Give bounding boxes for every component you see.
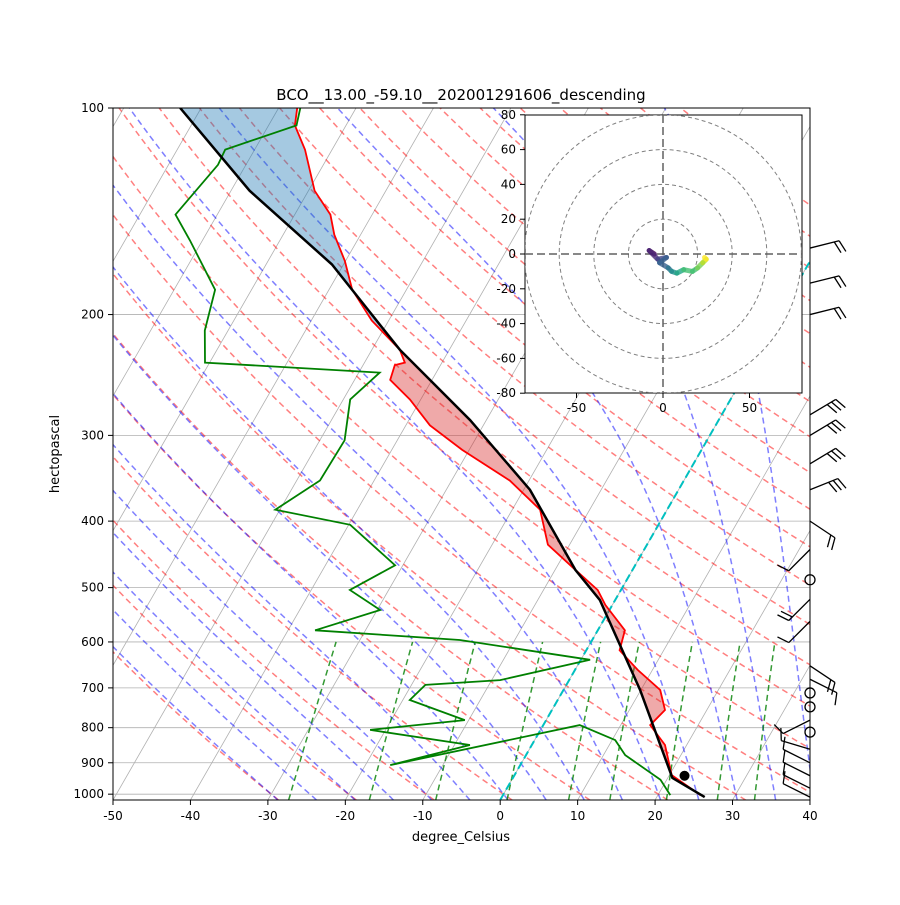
mixing-ratio-line [369, 642, 412, 800]
mixing-ratio-line [717, 642, 740, 800]
wind-barb [810, 307, 846, 319]
moist-adiabat [0, 108, 432, 800]
x-tick-label: 20 [647, 809, 662, 823]
hodograph-y-tick-label: 80 [501, 108, 516, 122]
y-tick-label: 800 [81, 721, 104, 735]
wind-barb [810, 521, 835, 550]
barb-feather [834, 308, 841, 319]
moist-adiabat [0, 108, 508, 800]
barb-staff [783, 720, 810, 733]
x-tick-label: -40 [181, 809, 201, 823]
wind-barb [810, 399, 845, 414]
isotherm [0, 108, 46, 800]
hodograph-y-tick-label: -40 [496, 317, 516, 331]
barb-feather [835, 693, 837, 706]
barb-feather [839, 307, 846, 318]
isotherm [810, 108, 900, 800]
barb-feather [832, 538, 835, 550]
wind-barb [810, 448, 845, 463]
hodograph-x-tick-label: -50 [567, 401, 587, 415]
hodograph-y-tick-label: 0 [508, 247, 516, 261]
x-tick-label: 40 [802, 809, 817, 823]
y-axis-label: hectopascal [48, 415, 63, 493]
y-tick-label: 200 [81, 308, 104, 322]
y-tick-label: 1000 [73, 787, 104, 801]
barb-staff [789, 550, 810, 571]
isotherm [0, 108, 279, 800]
mixing-ratio-line [569, 642, 601, 800]
y-tick-label: 400 [81, 514, 104, 528]
hodograph-x-tick-label: 50 [742, 401, 757, 415]
isotherm [0, 108, 201, 800]
chart-title: BCO__13.00_-59.10__202001291606_descendi… [276, 86, 645, 105]
wind-barb [810, 276, 846, 288]
dry-adiabat [0, 108, 512, 800]
wind-barb [777, 599, 810, 620]
barb-feather [832, 682, 835, 694]
barb-feather [839, 276, 846, 287]
barb-staff [781, 741, 810, 750]
hodograph-y-tick-label: -60 [496, 351, 516, 365]
wind-barb [810, 420, 845, 435]
moist-adiabat [0, 108, 470, 800]
x-tick-label: -10 [413, 809, 433, 823]
hodograph-x-tick-label: 0 [659, 401, 667, 415]
x-tick-label: -50 [103, 809, 123, 823]
y-tick-label: 100 [81, 101, 104, 115]
hodograph-y-tick-label: -20 [496, 282, 516, 296]
barb-feather [834, 277, 841, 288]
wind-barb [810, 241, 846, 253]
hodograph-segment [705, 257, 707, 259]
barb-feather [777, 615, 788, 621]
barb-feather [777, 565, 788, 571]
hodograph-y-tick-label: 20 [501, 212, 516, 226]
lcl-marker [680, 771, 690, 781]
barb-feather [834, 242, 841, 253]
barb-staff [783, 749, 810, 762]
x-tick-label: -20 [336, 809, 356, 823]
x-tick-label: -30 [258, 809, 278, 823]
barb-staff [783, 762, 810, 775]
hodograph-y-tick-label: -80 [496, 386, 516, 400]
barb-feather [783, 737, 785, 750]
dry-adiabat [0, 108, 279, 800]
barb-feather [827, 535, 830, 547]
y-tick-label: 300 [81, 428, 104, 442]
x-axis-label: degree_Celsius [412, 830, 510, 845]
y-tick-label: 500 [81, 581, 104, 595]
hodograph-y-tick-label: 40 [501, 177, 516, 191]
barb-feather [783, 750, 785, 763]
x-tick-label: 30 [725, 809, 740, 823]
mixing-ratio-line [507, 642, 543, 800]
barb-feather [839, 241, 846, 252]
isotherm [36, 108, 434, 800]
x-tick-label: 0 [496, 809, 504, 823]
moist-adiabat [0, 108, 278, 800]
y-tick-label: 700 [81, 681, 104, 695]
y-tick-label: 900 [81, 756, 104, 770]
hodograph-y-tick-label: 60 [501, 143, 516, 157]
wind-barb [777, 550, 810, 571]
x-tick-label: 10 [570, 809, 585, 823]
wind-barb [810, 479, 846, 492]
barb-staff [789, 621, 810, 642]
hodograph-inset: -50 0 50 80 60 40 20 0 -20 -40 -60 -80 [496, 108, 802, 415]
y-tick-label: 600 [81, 635, 104, 649]
